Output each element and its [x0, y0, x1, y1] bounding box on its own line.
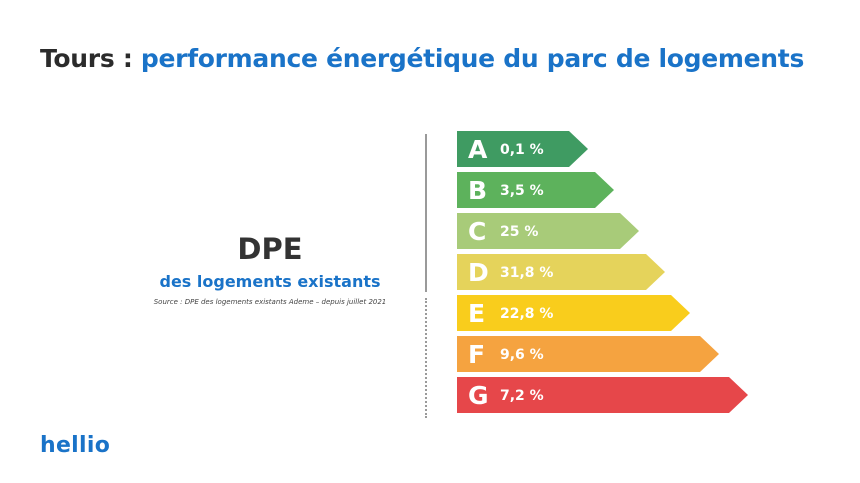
rating-arrow-d — [457, 254, 665, 290]
rating-arrow-c — [457, 213, 639, 249]
rating-arrow-b — [457, 172, 614, 208]
rating-arrow-g — [457, 377, 748, 413]
rating-arrow-e — [457, 295, 690, 331]
rating-letter-e: E — [468, 299, 485, 328]
rating-value-c: 25 % — [500, 224, 538, 240]
source-note: Source : DPE des logements existants Ade… — [153, 298, 387, 306]
hellio-logo: hellio — [40, 433, 111, 458]
rating-letter-a: A — [468, 135, 488, 164]
dpe-subheading: des logements existants — [159, 272, 381, 291]
divider-line — [425, 134, 427, 292]
rating-bar-g: G 7,2 % — [457, 377, 748, 413]
divider-dotted-line — [425, 298, 427, 418]
page-title: Tours : performance énergétique du parc … — [40, 44, 804, 73]
rating-bar-d: D 31,8 % — [457, 254, 665, 290]
rating-bar-f: F 9,6 % — [457, 336, 719, 372]
rating-value-d: 31,8 % — [500, 265, 553, 281]
rating-bar-a: A 0,1 % — [457, 131, 588, 167]
rating-arrow-a — [457, 131, 588, 167]
rating-letter-c: C — [468, 217, 486, 246]
rating-bar-c: C 25 % — [457, 213, 639, 249]
rating-letter-d: D — [468, 258, 489, 287]
rating-arrow-f — [457, 336, 719, 372]
dpe-info-panel: DPE des logements existants Source : DPE… — [150, 232, 390, 306]
rating-value-b: 3,5 % — [500, 183, 544, 199]
rating-letter-g: G — [468, 381, 489, 410]
rating-value-a: 0,1 % — [500, 142, 544, 158]
dpe-heading: DPE — [237, 232, 303, 266]
title-highlight: performance énergétique du parc de logem… — [140, 44, 805, 73]
rating-letter-b: B — [468, 176, 487, 205]
rating-value-g: 7,2 % — [500, 388, 544, 404]
rating-bar-b: B 3,5 % — [457, 172, 614, 208]
title-prefix: Tours : — [40, 44, 141, 73]
rating-value-e: 22,8 % — [500, 306, 553, 322]
rating-value-f: 9,6 % — [500, 347, 544, 363]
rating-letter-f: F — [468, 340, 485, 369]
rating-bar-e: E 22,8 % — [457, 295, 690, 331]
